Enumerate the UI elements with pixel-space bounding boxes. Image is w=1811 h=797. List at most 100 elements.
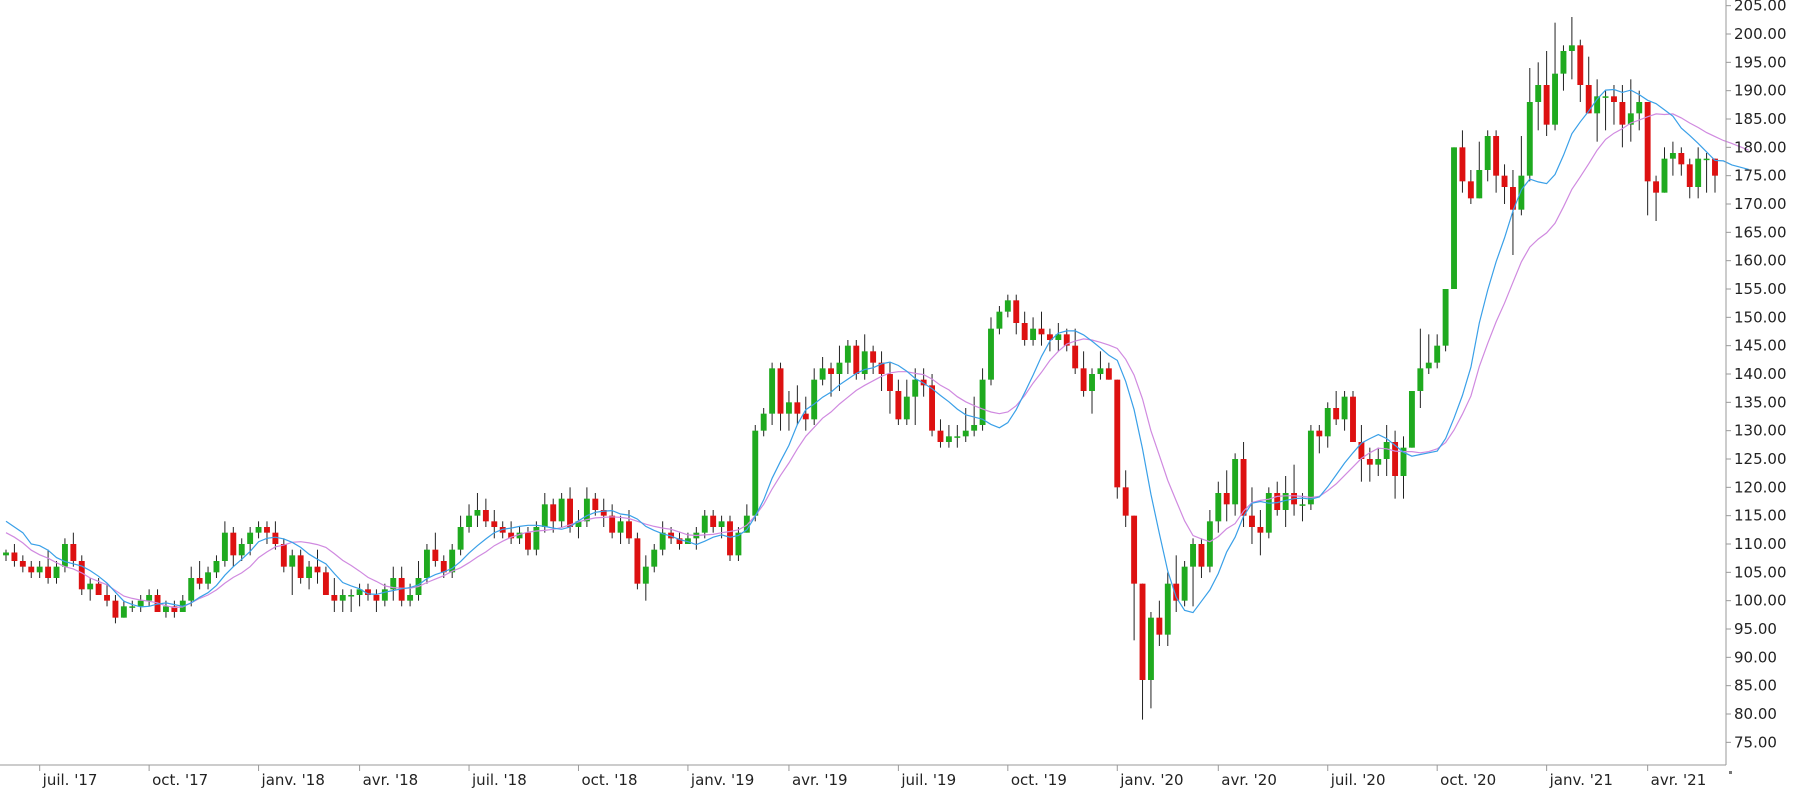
candle	[1493, 130, 1500, 193]
candle	[760, 408, 767, 437]
candle-body-up	[221, 532, 228, 561]
candle	[996, 306, 1003, 335]
candle-body-down	[878, 362, 885, 374]
x-tick-label: janv. '19	[690, 771, 754, 789]
candle-body-up	[381, 589, 388, 601]
candle	[1442, 289, 1449, 352]
candle-body-up	[575, 521, 582, 527]
candle	[1434, 334, 1441, 369]
candle	[903, 379, 910, 425]
candle-body-up	[1324, 408, 1331, 437]
candle-body-up	[87, 583, 94, 590]
candle	[743, 504, 750, 533]
candle-body-down	[853, 345, 860, 374]
candle-body-up	[844, 345, 851, 363]
candle-body-down	[491, 521, 498, 527]
x-tick-label: avr. '21	[1651, 771, 1707, 789]
candle	[398, 566, 405, 607]
candle-body-up	[811, 379, 818, 420]
candle-body-up	[348, 595, 355, 597]
candle-body-down	[28, 566, 35, 573]
candles-group	[3, 17, 1718, 720]
candle-body-up	[1265, 493, 1272, 533]
candle	[1316, 425, 1323, 454]
candle	[583, 487, 590, 527]
candle	[516, 527, 523, 544]
candle-body-down	[600, 510, 607, 516]
candle-body-down	[1619, 102, 1626, 125]
x-tick-label: juil. '18	[471, 771, 527, 789]
y-tick-label: 165.00	[1734, 223, 1787, 241]
candle-body-up	[1190, 544, 1196, 567]
candle-body-up	[912, 379, 919, 397]
candle	[137, 595, 144, 612]
candle-body-up	[735, 532, 742, 556]
candle-body-down	[482, 510, 489, 522]
candle-body-up	[1215, 493, 1222, 522]
candle	[1619, 85, 1626, 148]
candle-body-up	[954, 436, 961, 438]
candle	[1686, 158, 1693, 199]
candle	[701, 510, 708, 539]
candle	[1164, 572, 1171, 646]
candle-body-down	[937, 430, 944, 442]
candle-body-up	[996, 311, 1003, 329]
candle-body-up	[651, 549, 658, 567]
candle	[1627, 79, 1634, 142]
candle-body-up	[247, 532, 254, 544]
x-tick-label: avr. '18	[363, 771, 419, 789]
candle	[676, 532, 683, 550]
candle-body-down	[895, 391, 902, 420]
candle	[735, 527, 742, 561]
candle	[1341, 391, 1348, 431]
candle-body-up	[1232, 459, 1239, 505]
candle-body-down	[929, 385, 936, 431]
candle	[120, 600, 127, 618]
candle	[1131, 515, 1138, 641]
candle-body-up	[1552, 73, 1558, 125]
ma-slow-line	[5, 113, 1749, 609]
y-tick-label: 145.00	[1734, 337, 1787, 355]
candle-body-up	[53, 566, 60, 578]
candle-body-down	[1316, 430, 1323, 437]
candle-body-down	[508, 532, 515, 539]
candle-body-down	[1257, 527, 1264, 533]
candle	[1451, 147, 1457, 289]
candle-body-down	[171, 606, 178, 612]
candle	[600, 498, 607, 527]
candle-body-down	[1467, 181, 1474, 199]
candle	[878, 351, 885, 391]
candle-body-up	[1484, 136, 1491, 170]
candle-body-down	[1686, 164, 1693, 187]
candle	[482, 498, 489, 527]
candle-body-up	[188, 578, 195, 601]
candle	[373, 589, 380, 612]
candle	[1324, 402, 1331, 448]
candle	[230, 527, 237, 567]
candle-body-down	[1678, 153, 1685, 165]
candle-body-down	[1038, 328, 1045, 335]
candle	[1055, 323, 1062, 352]
candle-body-down	[1114, 379, 1121, 488]
candle	[78, 555, 85, 595]
ma-fast-line	[5, 88, 1749, 614]
candle	[550, 498, 557, 533]
candle-body-up	[945, 436, 952, 442]
candle-body-down	[592, 498, 599, 510]
y-tick-label: 190.00	[1734, 82, 1787, 100]
candle	[651, 544, 658, 573]
candle	[1265, 487, 1272, 539]
candle-body-up	[769, 368, 776, 414]
candle-body-up	[1568, 45, 1575, 51]
candle-body-up	[617, 521, 624, 533]
candle	[1105, 362, 1112, 380]
y-tick-label: 135.00	[1734, 393, 1787, 411]
candle	[693, 527, 700, 550]
candle-body-up	[1181, 566, 1188, 601]
candle	[1215, 481, 1222, 533]
candle	[280, 538, 287, 573]
candle	[1181, 561, 1188, 607]
candle	[1518, 136, 1525, 216]
candle	[1636, 90, 1643, 131]
